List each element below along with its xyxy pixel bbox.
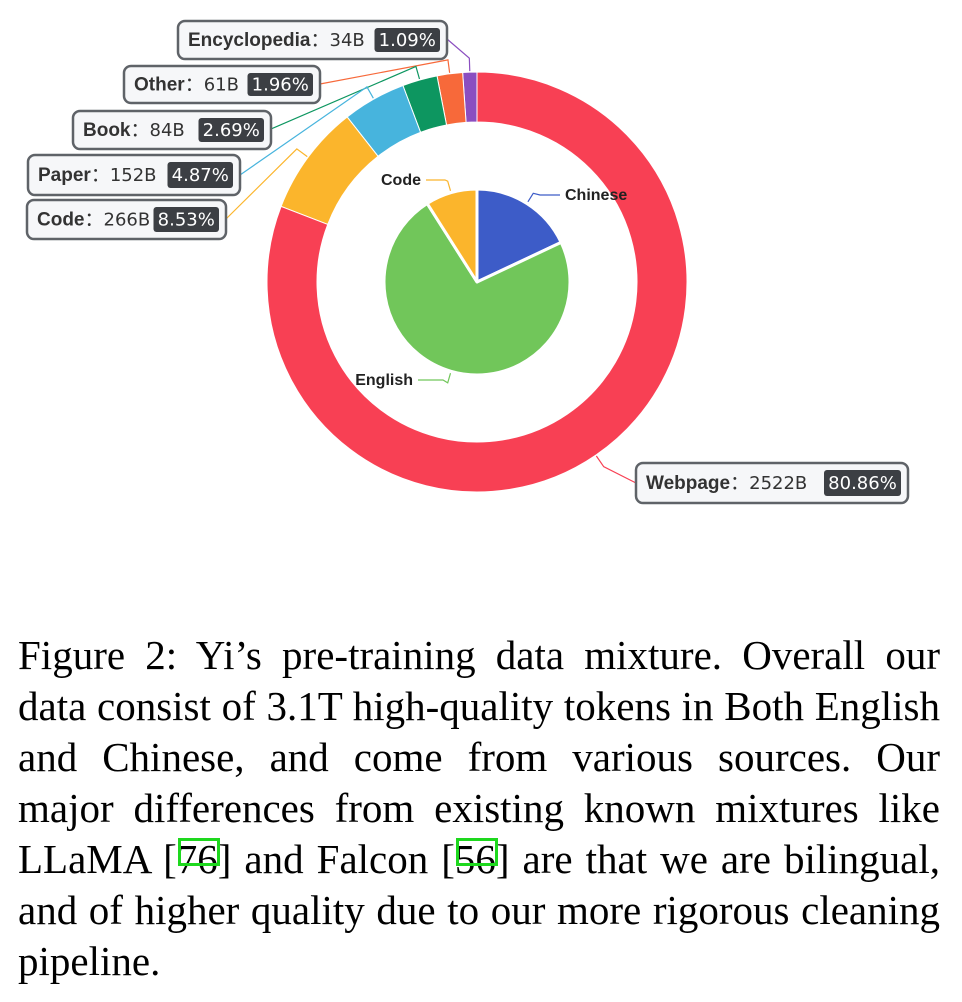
pie-slice-english — [382, 201, 572, 377]
percent-badge — [167, 162, 233, 188]
caption-text-end: ] are that we are bilingual, and of high… — [18, 836, 940, 984]
label-text-webpage: Webpage：2522B — [646, 473, 807, 494]
percent-badge — [247, 73, 313, 96]
label-value: 2522B — [749, 473, 807, 494]
leader-line-paper — [239, 86, 374, 176]
label-box-encyclopedia: Encyclopedia：34B 1.09% — [176, 19, 449, 61]
percent-badge — [198, 118, 264, 142]
outer-labels: Encyclopedia：34B 1.09%Other：61B 1.96%Book：… — [25, 19, 910, 505]
label-text-encyclopedia: Encyclopedia：34B — [188, 30, 365, 51]
label-separator: ： — [311, 30, 330, 51]
caption-text: Figure 2: Yi’s pre-training data mixture… — [18, 632, 940, 882]
label-text-code: Code：266B — [37, 210, 150, 231]
label-text-book: Book：84B — [83, 120, 185, 141]
inner-label-code: Code — [381, 172, 421, 189]
label-name: Paper — [38, 165, 91, 186]
ring-slice-book — [402, 75, 448, 133]
figure-caption: Figure 2: Yi’s pre-training data mixture… — [18, 630, 940, 987]
percent-label-webpage: 80.86% — [828, 473, 897, 494]
label-separator: ： — [730, 473, 749, 494]
label-name: Encyclopedia — [188, 30, 311, 51]
ring-slice-webpage — [266, 71, 688, 493]
leader-line-code — [225, 148, 308, 220]
label-box-other: Other：61B 1.96% — [122, 64, 322, 105]
percent-label-code: 8.53% — [158, 210, 215, 231]
label-name: Other — [134, 75, 185, 96]
label-name: Code — [37, 210, 85, 231]
pie-slice-chinese — [475, 187, 563, 284]
leader-line-code-inner — [426, 179, 452, 191]
label-box-webpage: Webpage：2522B 80.86% — [634, 461, 910, 505]
label-separator: ： — [131, 120, 150, 141]
leader-line-webpage — [595, 455, 637, 484]
label-separator: ： — [91, 165, 110, 186]
leader-line-other — [319, 59, 451, 85]
donut-chart: Chinese English Code Encyclopedia：34B 1.09% O… — [25, 19, 910, 505]
percent-label-encyclopedia: 1.09% — [379, 30, 436, 51]
inner-label-english: English — [355, 372, 413, 389]
label-separator: ： — [185, 75, 204, 96]
percent-badge — [374, 28, 440, 52]
leader-line-chinese-inner — [527, 192, 560, 203]
label-box-code: Code：266B 8.53% — [25, 198, 228, 241]
label-separator: ： — [85, 210, 104, 231]
label-value: 34B — [330, 30, 365, 51]
caption-text-mid: ] and Falcon [ — [217, 836, 455, 882]
citation-link-falcon[interactable]: 56 — [455, 834, 498, 885]
ring-slice-code — [280, 116, 379, 226]
leader-line-book — [270, 65, 421, 130]
label-value: 266B — [104, 210, 151, 231]
percent-badge — [153, 207, 219, 232]
leader-line-encyclopedia — [446, 38, 471, 72]
inner-label-chinese: Chinese — [565, 187, 627, 204]
percent-label-paper: 4.87% — [172, 165, 229, 186]
ring-slice-paper — [346, 84, 422, 157]
leader-line-english-inner — [418, 373, 452, 384]
citation-link-llama[interactable]: 76 — [177, 834, 220, 885]
label-text-paper: Paper：152B — [38, 165, 157, 186]
label-text-other: Other：61B — [134, 75, 239, 96]
label-name: Webpage — [646, 473, 730, 494]
pie-slice-code — [425, 187, 479, 284]
label-box-book: Book：84B 2.69% — [71, 109, 273, 151]
percent-badge — [824, 470, 901, 496]
label-name: Book — [83, 120, 131, 141]
label-value: 152B — [110, 165, 157, 186]
label-box-paper: Paper：152B 4.87% — [26, 153, 242, 197]
percent-label-other: 1.96% — [252, 75, 309, 96]
label-value: 61B — [204, 75, 239, 96]
percent-label-book: 2.69% — [203, 120, 260, 141]
label-value: 84B — [150, 120, 185, 141]
